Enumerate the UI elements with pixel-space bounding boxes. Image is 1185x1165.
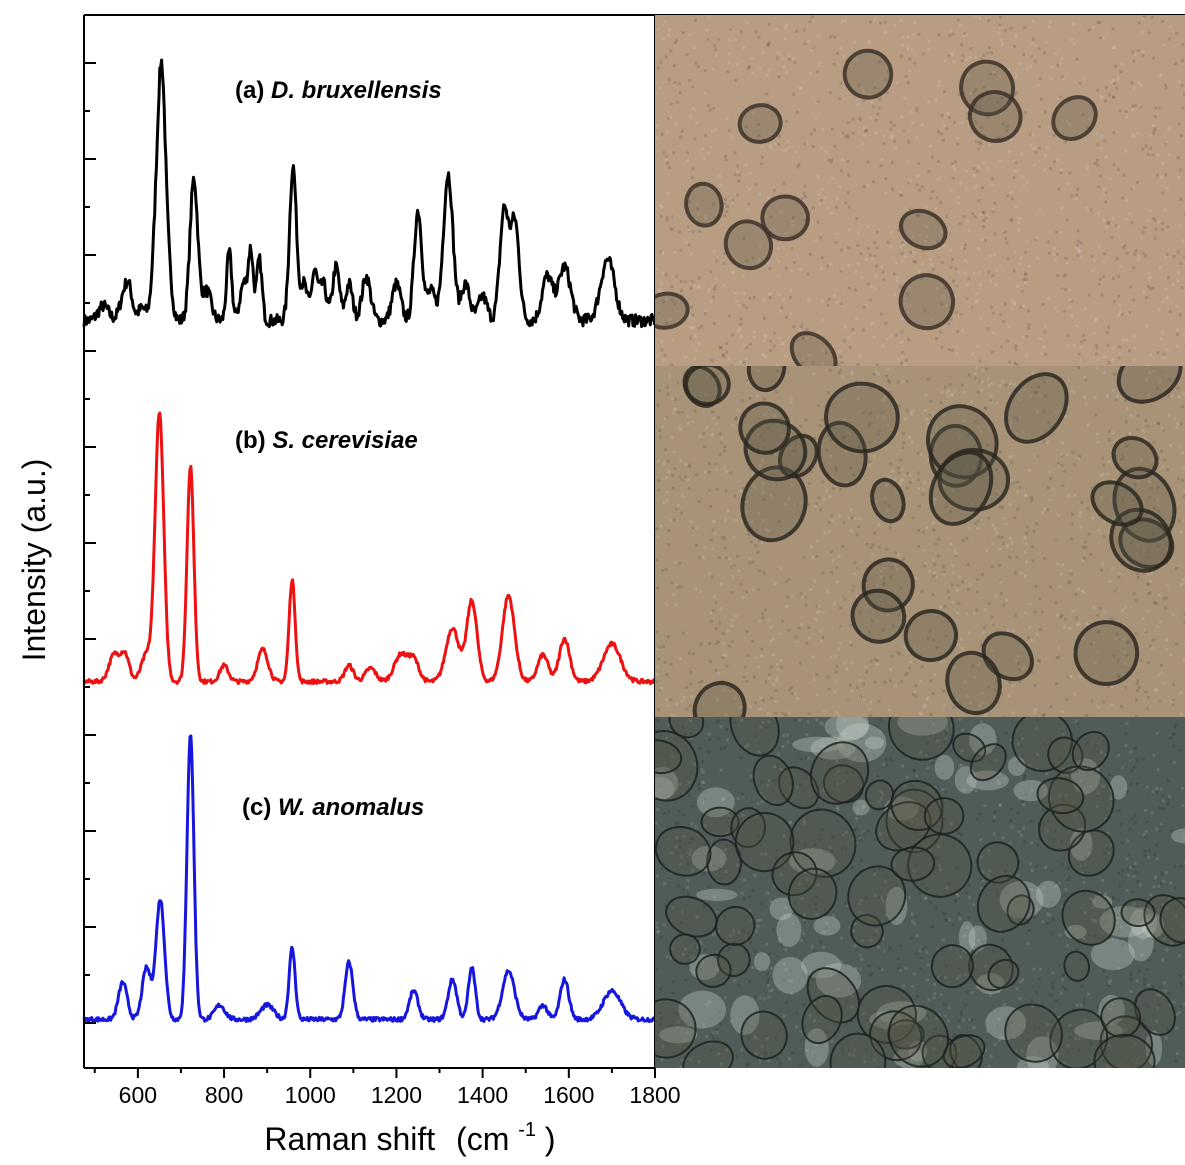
micrograph-b xyxy=(655,366,1185,717)
x-tick-label: 1000 xyxy=(285,1082,336,1108)
y-axis-label: Intensity (a.u.) xyxy=(16,459,52,662)
x-tick-label: 1200 xyxy=(371,1082,422,1108)
series-label-prefix: (a) xyxy=(235,77,271,104)
micrograph-c xyxy=(655,717,1185,1068)
spectrum-line-3 xyxy=(82,734,656,1024)
micrograph-image-a xyxy=(655,15,1185,366)
series-label-3: (c) W. anomalus xyxy=(242,794,424,821)
x-axis-unit-superscript: -1 xyxy=(518,1119,536,1141)
micrograph-a xyxy=(655,15,1185,366)
micrograph-image-b xyxy=(655,366,1185,717)
spectrum-line-1 xyxy=(82,58,657,329)
series-label-2: (b) S. cerevisiae xyxy=(235,427,418,454)
spectra-layer: (a) D. bruxellensis (b) S. cerevisiae (c) … xyxy=(82,58,657,1024)
x-tick-label: 1600 xyxy=(543,1082,594,1108)
plot-background xyxy=(84,15,655,1068)
x-tick-label: 1800 xyxy=(629,1082,680,1108)
x-axis-unit-close: ) xyxy=(545,1121,556,1157)
series-label-prefix: (b) xyxy=(235,427,272,454)
series-label-species: S. cerevisiae xyxy=(272,427,417,454)
plot-area xyxy=(84,15,655,1068)
series-label-species: D. bruxellensis xyxy=(271,77,442,104)
x-tick-label: 1400 xyxy=(457,1082,508,1108)
x-tick-label: 600 xyxy=(119,1082,157,1108)
x-axis-label-text: Raman shift xyxy=(264,1121,435,1157)
series-label-1: (a) D. bruxellensis xyxy=(235,77,442,104)
axis-labels: Intensity (a.u.) Raman shift (cm -1 ) xyxy=(16,459,556,1157)
x-axis-label: Raman shift (cm -1 ) xyxy=(264,1107,555,1157)
spectrum-line-2 xyxy=(82,411,656,685)
x-tick-label: 800 xyxy=(205,1082,243,1108)
micrograph-image-c xyxy=(655,717,1185,1068)
axes: 600 800 1000 1200 1400 1600 1800 xyxy=(83,14,1185,1108)
x-axis-unit: (cm xyxy=(456,1121,509,1157)
series-label-species: W. anomalus xyxy=(278,794,424,821)
series-label-prefix: (c) xyxy=(242,794,278,821)
